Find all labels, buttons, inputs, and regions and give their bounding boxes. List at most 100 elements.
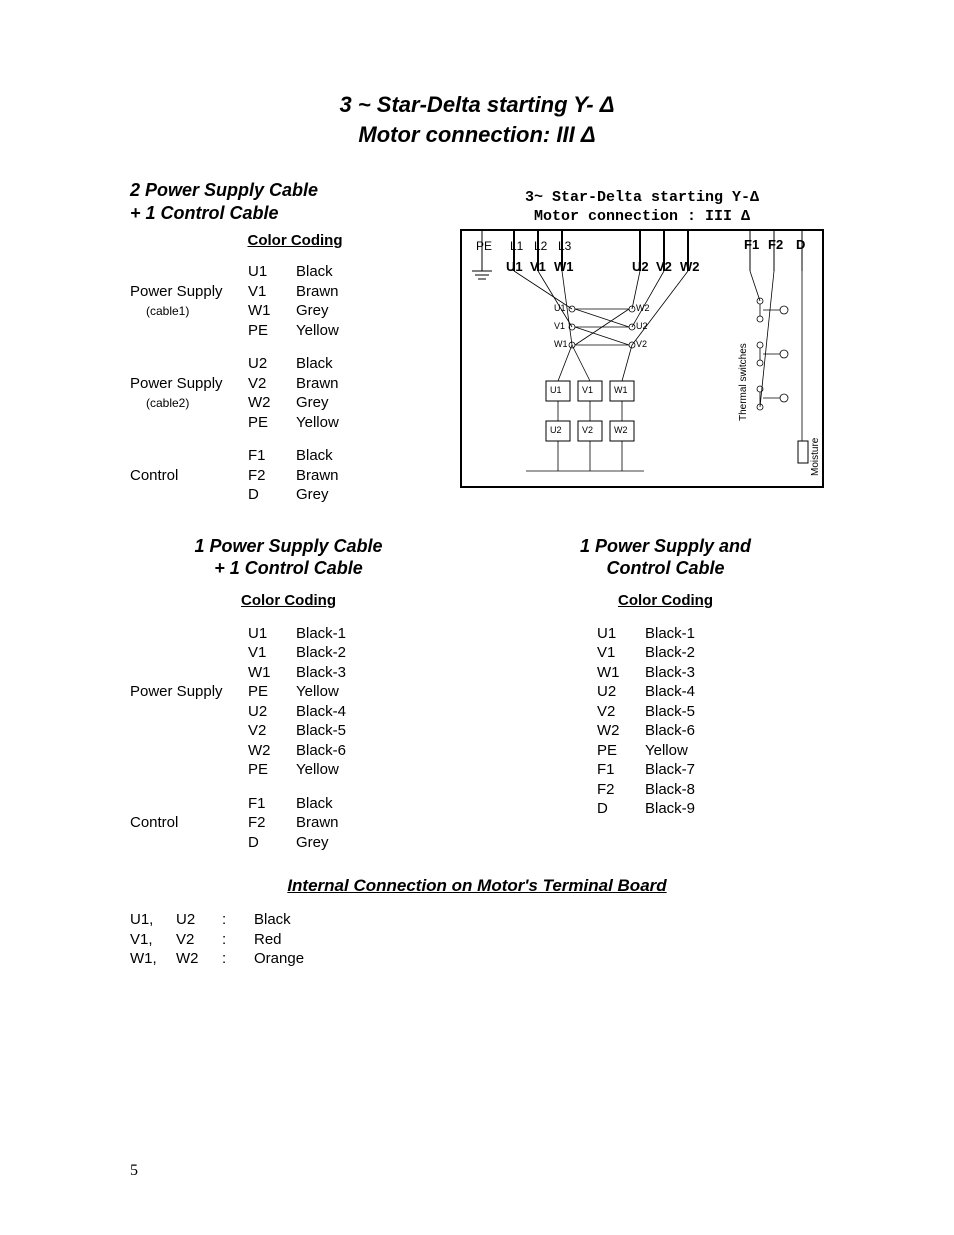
color-label: Black-4	[296, 702, 354, 722]
table-row: V2Black-5	[130, 721, 354, 741]
group-label-cell	[130, 485, 248, 505]
color-label: Black	[296, 446, 347, 466]
table-row: U1Black-1	[130, 624, 354, 644]
color-label: Yellow	[645, 741, 703, 761]
table-row: F2Black-8	[597, 780, 703, 800]
section1-heading-line2: + 1 Control Cable	[130, 203, 279, 223]
color-label: Brawn	[296, 813, 354, 833]
color-label: Black-6	[296, 741, 354, 761]
section3-heading-line2: Control Cable	[606, 558, 724, 578]
color-label: Black-9	[645, 799, 703, 819]
pin-label: U1	[597, 624, 645, 644]
group-label-cell	[130, 794, 248, 814]
table-row: Power SupplyV1Brawn	[130, 282, 347, 302]
color-label: Brawn	[296, 374, 347, 394]
group-label-cell: Power Supply	[130, 682, 248, 702]
color-label: Grey	[296, 833, 354, 853]
pin-label: F2	[248, 813, 296, 833]
table-row: V1Black-2	[130, 643, 354, 663]
table-row: (cable2)W2Grey	[130, 393, 347, 413]
table-row: PEYellow	[130, 321, 347, 341]
pin-label: PE	[248, 682, 296, 702]
section3-heading: 1 Power Supply and Control Cable	[507, 535, 824, 580]
pin-label: PE	[248, 760, 296, 780]
table-row: U2Black-4	[130, 702, 354, 722]
pin-label: V1	[597, 643, 645, 663]
section3: 1 Power Supply and Control Cable Color C…	[507, 535, 824, 853]
pin-label: :	[222, 930, 254, 950]
color-label: Black-5	[296, 721, 354, 741]
group-label-cell: Control	[130, 813, 248, 833]
group-label-cell	[130, 663, 248, 683]
color-label: Yellow	[296, 413, 347, 433]
color-label: Black-2	[645, 643, 703, 663]
group-label-cell	[130, 321, 248, 341]
section1-heading: 2 Power Supply Cable + 1 Control Cable	[130, 179, 430, 224]
color-label: Yellow	[296, 760, 354, 780]
pin-label: F1	[597, 760, 645, 780]
pin-label: W1,	[130, 949, 176, 969]
wiring-diagram: PEL1L2L3U1V1W1U2V2W2F1F2DU1W2V1U2W1V2U1V…	[460, 229, 824, 488]
table-row: (cable1)W1Grey	[130, 301, 347, 321]
color-label: Red	[254, 930, 312, 950]
table-row: V1Black-2	[597, 643, 703, 663]
group-label-cell	[130, 833, 248, 853]
table-row: W1Black-3	[130, 663, 354, 683]
table-row: V2Black-5	[597, 702, 703, 722]
main-title: 3 ~ Star-Delta starting Y- Δ Motor conne…	[130, 90, 824, 149]
table-row: U2Black-4	[597, 682, 703, 702]
group-label-cell	[130, 721, 248, 741]
color-label: Black-1	[645, 624, 703, 644]
pin-label: V2	[597, 702, 645, 722]
section1-color-coding-label: Color Coding	[160, 232, 430, 250]
section1: 2 Power Supply Cable + 1 Control Cable C…	[130, 179, 430, 505]
table-row: U1Black-1	[597, 624, 703, 644]
table-row: DGrey	[130, 485, 347, 505]
pin-label: D	[248, 485, 296, 505]
section2-heading-line2: + 1 Control Cable	[214, 558, 363, 578]
diagram-title-line1: 3~ Star-Delta starting Y-Δ	[525, 189, 759, 206]
color-label: Black	[296, 354, 347, 374]
table-row: Power SupplyPEYellow	[130, 682, 354, 702]
table-row: W1Black-3	[597, 663, 703, 683]
table-row: F1Black-7	[597, 760, 703, 780]
color-label: Black-3	[296, 663, 354, 683]
color-label: Black-4	[645, 682, 703, 702]
pin-label: U2	[597, 682, 645, 702]
table-row: PEYellow	[130, 413, 347, 433]
table-row: W2Black-6	[130, 741, 354, 761]
pin-label: W2	[176, 949, 222, 969]
pin-label: W2	[248, 741, 296, 761]
section2-heading: 1 Power Supply Cable + 1 Control Cable	[130, 535, 447, 580]
color-label: Black-8	[645, 780, 703, 800]
color-label: Brawn	[296, 466, 347, 486]
table-row: W2Black-6	[597, 721, 703, 741]
table-row: Power SupplyV2Brawn	[130, 374, 347, 394]
section3-table: U1Black-1V1Black-2W1Black-3U2Black-4V2Bl…	[597, 624, 703, 819]
pin-label: U2	[248, 354, 296, 374]
pin-label: U1,	[130, 910, 176, 930]
table-row: U1,U2:Black	[130, 910, 312, 930]
group-label-cell	[130, 643, 248, 663]
table-row: V1,V2:Red	[130, 930, 312, 950]
section1-table: U1BlackPower SupplyV1Brawn(cable1)W1Grey…	[130, 262, 347, 505]
color-label: Black-3	[645, 663, 703, 683]
pin-label: W2	[248, 393, 296, 413]
color-label: Yellow	[296, 321, 347, 341]
internal-heading: Internal Connection on Motor's Terminal …	[130, 876, 824, 896]
pin-label: V1	[248, 282, 296, 302]
group-label-cell	[130, 262, 248, 282]
table-row: DBlack-9	[597, 799, 703, 819]
pin-label: V2	[176, 930, 222, 950]
table-row: ControlF2Brawn	[130, 813, 354, 833]
main-title-line1: 3 ~ Star-Delta starting Y- Δ	[340, 92, 615, 117]
pin-label: D	[248, 833, 296, 853]
color-label: Black	[254, 910, 312, 930]
pin-label: W1	[248, 663, 296, 683]
color-label: Brawn	[296, 282, 347, 302]
page-number: 5	[130, 1162, 138, 1180]
color-label: Yellow	[296, 682, 354, 702]
color-label: Black-7	[645, 760, 703, 780]
section3-color-coding-label: Color Coding	[507, 592, 824, 610]
color-label: Black	[296, 794, 354, 814]
